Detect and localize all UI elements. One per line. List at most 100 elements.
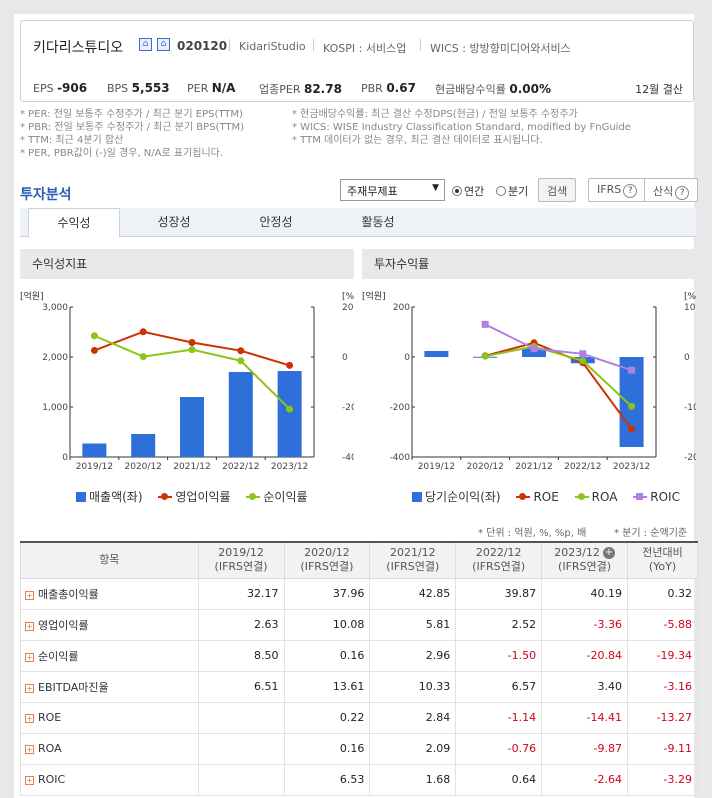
tab-stability[interactable]: 안정성 [259,215,293,229]
expand-plus-icon[interactable]: + [25,621,34,631]
tab-growth[interactable]: 성장성 [157,215,191,229]
radio-dot [452,186,462,196]
legend-item: ROIC [633,490,686,504]
table-cell: -20.84 [541,639,628,672]
column-header: 2020/12 (IFRS연결) [283,541,371,579]
row-label[interactable]: + EBITDA마진율 [20,670,199,703]
table-cell: 2.63 [197,608,285,641]
radio-label: 분기 [508,185,529,198]
point-ROA [579,357,587,365]
line-ROIC [484,323,632,372]
point-ROA [628,402,636,410]
table-row: + ROIC 6.53 1.68 0.64 -2.64 -3.29 [20,763,698,796]
expand-plus-icon[interactable]: + [25,714,34,723]
profitability-chart: [억원] [%] 3,000 2,000 1,000 0 20 0 -20 -40 2019/12 2… [20,290,354,472]
table-cell: 2.84 [369,701,457,734]
y-tick-left: 0 [62,453,68,463]
table-cell: 6.51 [197,670,285,703]
point-순이익률 [90,332,98,340]
point-ROA [481,352,489,360]
row-label[interactable]: + 매출총이익률 [20,577,199,610]
radio-annual[interactable]: 연간 [452,183,484,199]
table-cell [197,732,285,765]
expand-plus-icon[interactable]: + [25,745,34,754]
line-ROA [485,345,633,408]
y-tick-right: 10 [684,303,696,313]
tab-profitability[interactable]: 수익성 [28,208,120,238]
column-header: 2021/12 (IFRS연결) [369,541,457,579]
table-cell: 0.16 [283,732,371,765]
search-button[interactable]: 검색 [538,178,577,202]
tab-activity[interactable]: 활동성 [361,215,395,229]
expand-plus-icon[interactable]: + [25,776,34,785]
note: * TTM: 최근 4분기 합산 [20,135,124,146]
settlement-month: 12월 결산 [635,83,683,96]
window-right-frame [694,0,712,798]
y-tick-right: 20 [342,303,354,313]
table-cell: -0.76 [455,732,543,765]
point-ROIC [530,345,538,353]
legend-item: 영업이익률 [158,490,236,504]
row-label[interactable]: + ROIC [20,763,199,796]
legend-swatch [158,493,173,500]
ir-icon[interactable]: ⌂ [157,38,170,51]
y-axis-left-label: [억원] [20,290,44,302]
table-cell: 13.61 [283,670,371,703]
table-cell: -3.16 [627,670,698,703]
bar-2023/12 [277,371,302,457]
bar-2019/12 [424,351,449,357]
table-header-row: 항목 2019/12 (IFRS연결) 2020/12 (IFRS연결) 2021/… [20,541,698,579]
expand-plus-icon[interactable]: + [602,547,615,560]
homepage-icon[interactable]: ⌂ [139,38,152,51]
company-eng-name: KidariStudio [239,40,306,53]
y-tick-right: 0 [342,353,348,363]
x-tick-label: 2023/12 [271,462,308,472]
divider [420,39,421,51]
table-cell: 42.85 [369,577,457,610]
radio-label: 연간 [464,185,485,198]
help-icon: ? [675,186,690,200]
table-cell: -2.64 [541,763,628,796]
legend-swatch [76,492,86,502]
table-cell: -5.88 [627,608,698,641]
formula-help-button[interactable]: 산식? [644,178,699,202]
legend-label: 영업이익률 [175,490,231,504]
wics-sector: WICS : 방방향미디어와서비스 [430,42,571,55]
row-label[interactable]: + 영업이익률 [20,608,199,641]
table-cell: -1.14 [455,701,543,734]
bar-2019/12 [82,443,107,457]
point-ROE [628,425,636,433]
expand-plus-icon[interactable]: + [25,683,34,693]
radio-quarter[interactable]: 분기 [496,183,528,199]
row-label[interactable]: + 순이익률 [20,639,199,672]
quarter-note: * 분기 : 순액기준 [614,528,688,539]
row-label[interactable]: + ROA [20,732,199,765]
column-header: 2019/12 (IFRS연결) [197,541,285,579]
row-label-text: ROA [38,742,62,755]
legend-label: 매출액(좌) [89,490,143,504]
metric-per: PER N/A [187,81,236,95]
expand-plus-icon[interactable]: + [25,652,34,662]
note: * 현금배당수익률: 최근 결산 수정DPS(현금) / 전일 보통주 수정주가 [292,109,578,120]
table-cell: 5.81 [369,608,457,641]
button-label: 산식 [653,185,674,198]
table-cell: 2.96 [369,639,457,672]
legend-item: 당기순이익(좌) [412,490,507,504]
company-summary-box: 키다리스튜디오 ⌂ ⌂ 020120 KidariStudio KOSPI : … [20,20,694,102]
bar-2021/12 [180,397,204,457]
ifrs-help-button[interactable]: IFRS? [588,178,647,202]
row-label[interactable]: + ROE [20,701,199,734]
note: * TTM 데이터가 없는 경우, 최근 결산 데이터로 표시됩니다. [292,135,543,146]
statement-select[interactable]: 주재무제표 ▼ [340,179,445,201]
row-label-text: EBITDA마진율 [38,680,109,694]
table-cell: 8.50 [197,639,285,672]
metric-bps: BPS 5,553 [107,81,170,95]
point-ROIC [481,320,489,328]
point-영업이익률 [90,346,98,354]
legend-swatch [516,493,531,500]
table-cell: 39.87 [455,577,543,610]
x-tick-label: 2020/12 [467,462,504,472]
note: * PBR: 전일 보통주 수정주가 / 최근 분기 BPS(TTM) [20,122,245,133]
metric-eps: EPS -906 [33,81,88,95]
expand-plus-icon[interactable]: + [25,590,34,600]
